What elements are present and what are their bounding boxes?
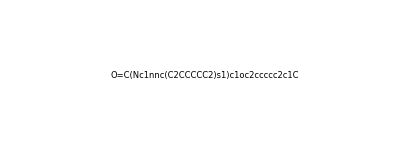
Text: O=C(Nc1nnc(C2CCCCC2)s1)c1oc2ccccc2c1C: O=C(Nc1nnc(C2CCCCC2)s1)c1oc2ccccc2c1C	[111, 71, 299, 80]
